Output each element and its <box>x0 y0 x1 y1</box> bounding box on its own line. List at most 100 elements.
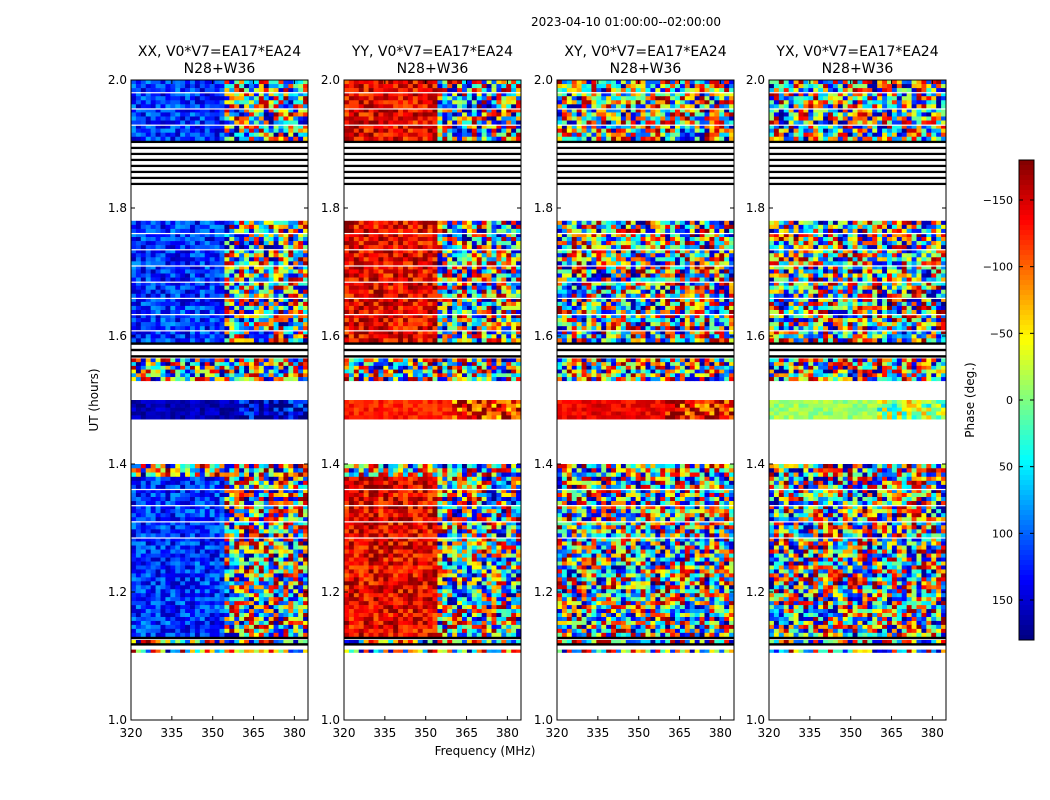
colorbar-segment <box>1019 415 1034 421</box>
colorbar-segment <box>1019 330 1034 336</box>
x-axis-label: Frequency (MHz) <box>435 744 536 758</box>
y-tick-label: 1.4 <box>746 457 765 471</box>
colorbar-segment <box>1019 480 1034 486</box>
x-tick-label: 335 <box>586 726 609 740</box>
colorbar-segment <box>1019 570 1034 576</box>
colorbar-segment <box>1019 390 1034 396</box>
colorbar-segment <box>1019 230 1034 236</box>
colorbar-segment <box>1019 335 1034 341</box>
colorbar-segment <box>1019 540 1034 546</box>
colorbar-tick-label: 50 <box>999 461 1013 474</box>
colorbar-segment <box>1019 220 1034 226</box>
colorbar-segment <box>1019 600 1034 606</box>
colorbar-segment <box>1019 385 1034 391</box>
y-tick-label: 1.6 <box>321 329 340 343</box>
colorbar-segment <box>1019 185 1034 191</box>
colorbar-segment <box>1019 405 1034 411</box>
colorbar-segment <box>1019 500 1034 506</box>
colorbar-segment <box>1019 425 1034 431</box>
y-tick-label: 1.6 <box>108 329 127 343</box>
y-tick-label: 2.0 <box>108 73 127 87</box>
panel-title: XX, V0*V7=EA17*EA24 <box>138 44 301 60</box>
panel-image <box>131 80 308 720</box>
colorbar-segment <box>1019 475 1034 481</box>
y-tick-label: 1.4 <box>321 457 340 471</box>
colorbar-segment <box>1019 490 1034 496</box>
colorbar-segment <box>1019 270 1034 276</box>
colorbar-tick-label: 100 <box>992 527 1013 540</box>
y-tick-label: 1.0 <box>108 713 127 727</box>
colorbar-segment <box>1019 450 1034 456</box>
x-tick-label: 380 <box>496 726 519 740</box>
colorbar-segment <box>1019 210 1034 216</box>
panel-title: XY, V0*V7=EA17*EA24 <box>564 44 726 60</box>
colorbar-segment <box>1019 485 1034 491</box>
y-tick-label: 1.8 <box>534 201 553 215</box>
x-tick-label: 350 <box>627 726 650 740</box>
colorbar-segment <box>1019 190 1034 196</box>
colorbar-segment <box>1019 420 1034 426</box>
colorbar-segment <box>1019 575 1034 581</box>
colorbar-segment <box>1019 380 1034 386</box>
x-tick-label: 380 <box>283 726 306 740</box>
colorbar-segment <box>1019 505 1034 511</box>
colorbar-segment <box>1019 440 1034 446</box>
colorbar-segment <box>1019 320 1034 326</box>
colorbar-segment <box>1019 265 1034 271</box>
colorbar-segment <box>1019 375 1034 381</box>
x-tick-label: 335 <box>798 726 821 740</box>
colorbar: 150 100 50 0 −50 −100 −150 <box>983 159 1035 641</box>
colorbar-segment <box>1019 525 1034 531</box>
colorbar-segment <box>1019 160 1034 166</box>
colorbar-segment <box>1019 340 1034 346</box>
panel-subtitle: N28+W36 <box>610 61 682 77</box>
colorbar-segment <box>1019 560 1034 566</box>
colorbar-segment <box>1019 370 1034 376</box>
colorbar-segment <box>1019 365 1034 371</box>
colorbar-tick-label: 150 <box>992 594 1013 607</box>
colorbar-segment <box>1019 625 1034 631</box>
colorbar-segment <box>1019 260 1034 266</box>
figure-suptitle: 2023-04-10 01:00:00--02:00:00 <box>531 15 721 29</box>
colorbar-segment <box>1019 515 1034 521</box>
colorbar-segment <box>1019 195 1034 201</box>
colorbar-tick-label: 0 <box>1006 394 1013 407</box>
colorbar-tick-label: −150 <box>983 194 1013 207</box>
panel-image <box>769 80 946 720</box>
y-tick-label: 1.8 <box>108 201 127 215</box>
panel-subtitle: N28+W36 <box>397 61 469 77</box>
colorbar-segment <box>1019 610 1034 616</box>
colorbar-segment <box>1019 170 1034 176</box>
colorbar-segment <box>1019 275 1034 281</box>
x-tick-label: 320 <box>120 726 143 740</box>
colorbar-segment <box>1019 395 1034 401</box>
colorbar-segment <box>1019 445 1034 451</box>
panel-title: YX, V0*V7=EA17*EA24 <box>775 44 938 60</box>
colorbar-segment <box>1019 175 1034 181</box>
colorbar-tick-label: −100 <box>983 261 1013 274</box>
panel-frame <box>130 79 309 721</box>
y-tick-label: 1.0 <box>321 713 340 727</box>
panel-image <box>557 80 734 720</box>
x-tick-label: 335 <box>373 726 396 740</box>
colorbar-segment <box>1019 285 1034 291</box>
colorbar-segment <box>1019 495 1034 501</box>
y-tick-label: 1.0 <box>534 713 553 727</box>
colorbar-segment <box>1019 565 1034 571</box>
colorbar-segment <box>1019 400 1034 406</box>
y-tick-label: 1.2 <box>108 585 127 599</box>
colorbar-segment <box>1019 590 1034 596</box>
panel-frame <box>768 79 947 721</box>
x-tick-label: 335 <box>160 726 183 740</box>
colorbar-segment <box>1019 465 1034 471</box>
colorbar-segment <box>1019 535 1034 541</box>
colorbar-segment <box>1019 315 1034 321</box>
colorbar-segment <box>1019 235 1034 241</box>
colorbar-segment <box>1019 350 1034 356</box>
colorbar-segment <box>1019 215 1034 221</box>
colorbar-segment <box>1019 165 1034 171</box>
